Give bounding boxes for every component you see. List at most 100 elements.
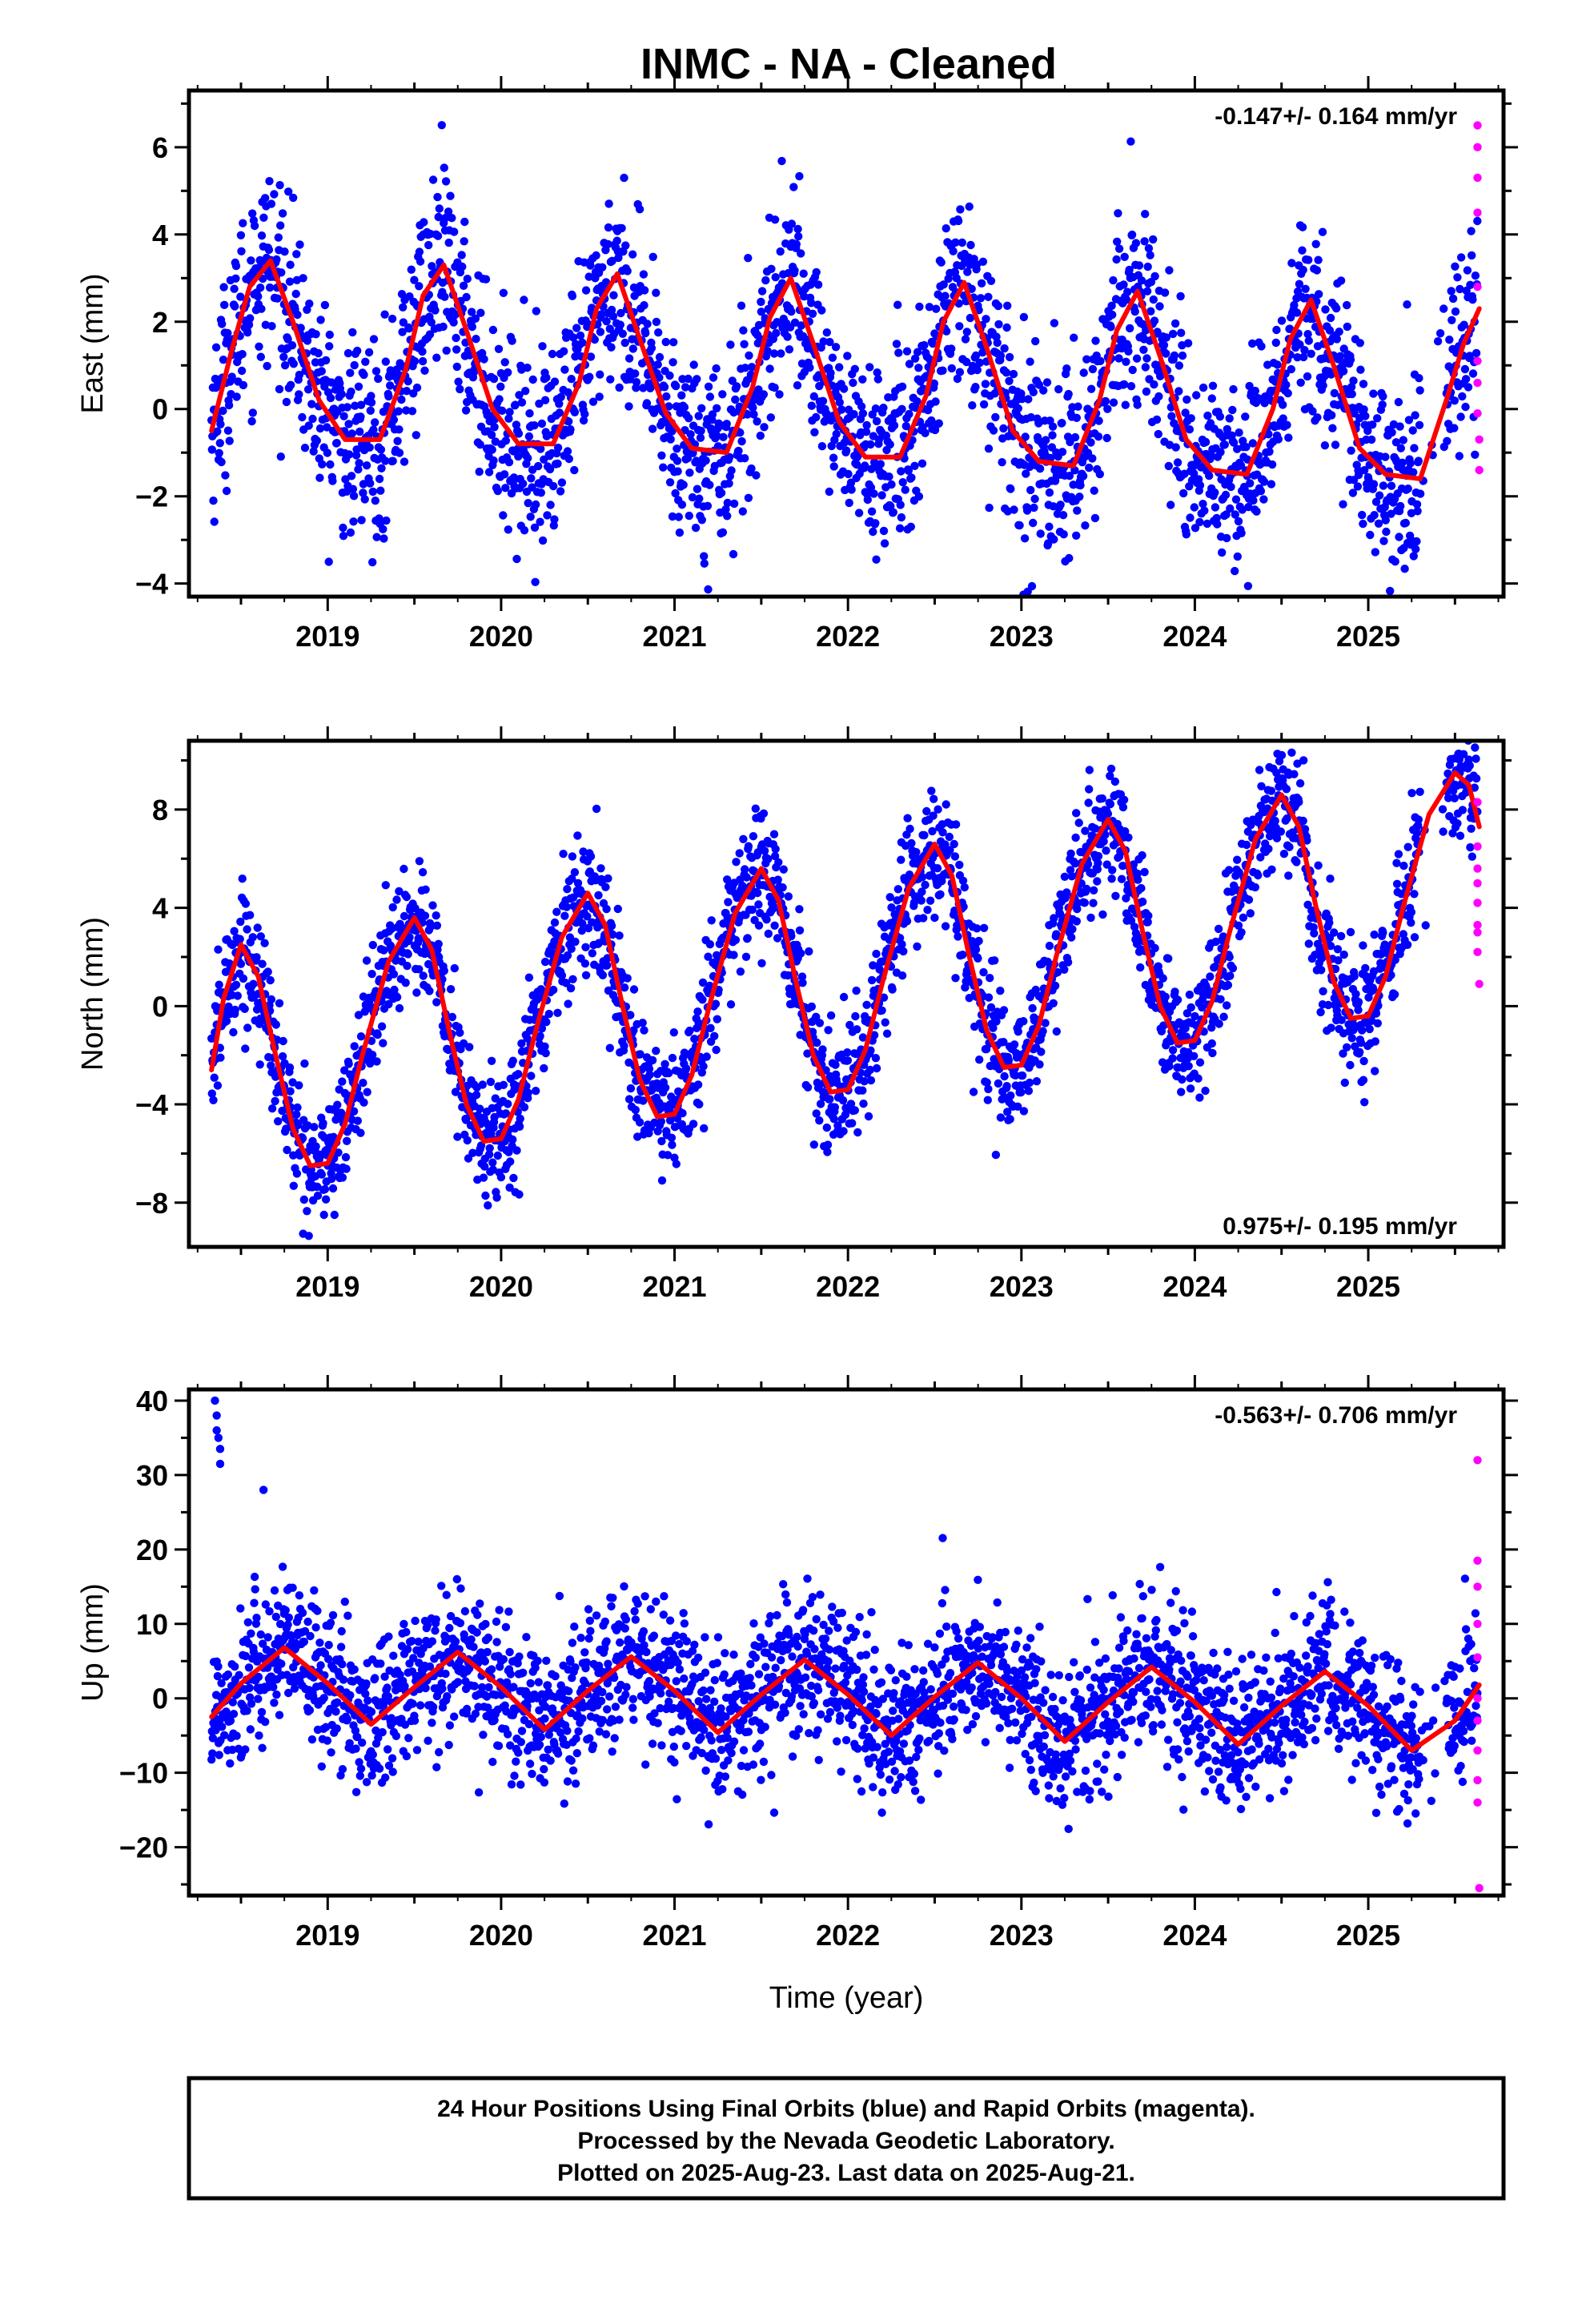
north-x-tick-label: 2019 bbox=[295, 1270, 359, 1303]
footer-line-2: Processed by the Nevada Geodetic Laborat… bbox=[577, 2128, 1114, 2154]
up-outlier-point bbox=[259, 1486, 268, 1494]
east-x-tick-label: 2019 bbox=[295, 620, 359, 653]
footer-frame bbox=[187, 2076, 1506, 2201]
north-rapid-point bbox=[1473, 947, 1482, 957]
up-outlier-point bbox=[215, 1459, 225, 1469]
east-panel: 2019 2020 2021 2022 2023 2024 2025 −4 −2 0 2 4 6 East… bbox=[76, 76, 1518, 653]
up-rapid-point bbox=[1473, 1653, 1482, 1662]
up-velocity-label: -0.563+/- 0.706 mm/yr bbox=[1215, 1402, 1457, 1429]
up-y-tick-label: −20 bbox=[119, 1831, 168, 1864]
north-final-orbit-points bbox=[207, 741, 1482, 1240]
up-outlier-point bbox=[212, 1425, 221, 1435]
east-rapid-point bbox=[1475, 465, 1484, 475]
up-rapid-point bbox=[1473, 1456, 1482, 1465]
north-y-axis-label: North (mm) bbox=[76, 917, 110, 1071]
east-rapid-point bbox=[1473, 121, 1482, 130]
up-x-tick-label: 2021 bbox=[642, 1919, 706, 1952]
east-rapid-point bbox=[1473, 208, 1482, 217]
footer-line-3: Plotted on 2025-Aug-23. Last data on 202… bbox=[557, 2160, 1135, 2186]
north-y-tick-label: −4 bbox=[135, 1088, 168, 1121]
east-y-tick-label: 2 bbox=[152, 306, 168, 339]
north-x-tick-label: 2020 bbox=[469, 1270, 533, 1303]
up-rapid-point bbox=[1473, 1582, 1482, 1591]
east-rapid-orbit-points bbox=[1473, 121, 1484, 475]
up-rapid-point bbox=[1473, 1619, 1482, 1628]
north-rapid-point bbox=[1473, 798, 1482, 806]
north-x-tick-label: 2025 bbox=[1336, 1270, 1400, 1303]
north-x-ticks bbox=[196, 726, 1500, 1261]
east-y-tick-label: −4 bbox=[135, 568, 168, 601]
east-y-tick-label: 0 bbox=[152, 393, 168, 426]
east-y-tick-label: 4 bbox=[152, 219, 168, 251]
up-x-tick-label: 2024 bbox=[1162, 1919, 1227, 1952]
up-y-tick-label: −10 bbox=[119, 1757, 168, 1790]
up-rapid-point bbox=[1473, 1746, 1482, 1755]
north-plot-frame bbox=[187, 738, 1506, 1249]
east-final-orbit-points bbox=[207, 121, 1482, 597]
east-x-tick-label: 2020 bbox=[469, 620, 533, 653]
up-rapid-point bbox=[1473, 1556, 1482, 1565]
up-y-tick-label: 20 bbox=[136, 1534, 168, 1566]
east-y-axis-label: East (mm) bbox=[76, 273, 110, 413]
north-y-ticks bbox=[175, 759, 1518, 1204]
up-outlier-point bbox=[215, 1445, 225, 1454]
up-y-axis-label: Up (mm) bbox=[76, 1583, 110, 1702]
east-rapid-point bbox=[1475, 435, 1484, 444]
north-y-tick-label: −8 bbox=[135, 1187, 168, 1220]
up-outlier-points bbox=[211, 1396, 268, 1494]
north-rapid-point bbox=[1475, 979, 1484, 988]
north-rapid-point bbox=[1473, 842, 1482, 851]
up-rapid-point bbox=[1473, 1694, 1482, 1703]
up-y-ticks bbox=[175, 1399, 1518, 1886]
footer-box: 24 Hour Positions Using Final Orbits (bl… bbox=[187, 2076, 1506, 2201]
east-rapid-point bbox=[1473, 143, 1482, 152]
north-y-tick-label: 8 bbox=[152, 794, 168, 826]
east-model-curve bbox=[209, 258, 1482, 481]
east-x-tick-label: 2025 bbox=[1336, 620, 1400, 653]
north-y-tick-label: 0 bbox=[152, 990, 168, 1023]
north-x-tick-label: 2021 bbox=[642, 1270, 706, 1303]
up-outlier-point bbox=[214, 1433, 223, 1442]
north-x-tick-label: 2022 bbox=[816, 1270, 880, 1303]
north-rapid-orbit-points bbox=[1473, 798, 1484, 988]
up-plot-frame bbox=[187, 1387, 1506, 1898]
north-x-tick-label: 2024 bbox=[1162, 1270, 1227, 1303]
east-x-tick-label: 2022 bbox=[816, 620, 880, 653]
up-y-tick-label: 30 bbox=[136, 1459, 168, 1492]
up-x-ticks bbox=[196, 1375, 1500, 1910]
north-rapid-point bbox=[1473, 879, 1482, 888]
up-x-axis-label: Time (year) bbox=[769, 1981, 924, 2015]
east-rapid-point bbox=[1473, 378, 1482, 388]
east-x-ticks bbox=[196, 76, 1500, 611]
up-y-tick-label: 40 bbox=[136, 1385, 168, 1417]
up-rapid-point bbox=[1473, 1716, 1482, 1725]
east-y-tick-label: −2 bbox=[135, 480, 168, 513]
up-outlier-point bbox=[211, 1396, 219, 1405]
up-rapid-point bbox=[1473, 1775, 1482, 1785]
north-rapid-point bbox=[1473, 920, 1482, 930]
north-rapid-point bbox=[1473, 864, 1482, 873]
up-panel: 2019 2020 2021 2022 2023 2024 2025 −20 −10 0 10 20 3… bbox=[76, 1375, 1518, 2015]
north-x-tick-label: 2023 bbox=[990, 1270, 1054, 1303]
east-rapid-point bbox=[1473, 408, 1482, 418]
up-y-tick-label: 0 bbox=[152, 1683, 168, 1715]
east-y-ticks bbox=[175, 102, 1518, 585]
east-plot-frame bbox=[187, 88, 1506, 599]
up-model-curve bbox=[209, 1645, 1482, 1753]
east-x-tick-label: 2021 bbox=[642, 620, 706, 653]
up-rapid-point bbox=[1475, 1884, 1484, 1892]
east-rapid-point bbox=[1473, 282, 1482, 292]
north-y-tick-label: 4 bbox=[152, 892, 168, 925]
up-rapid-orbit-points bbox=[1473, 1456, 1484, 1892]
north-rapid-point bbox=[1473, 928, 1482, 937]
footer-line-1: 24 Hour Positions Using Final Orbits (bl… bbox=[437, 2096, 1255, 2122]
east-x-tick-label: 2024 bbox=[1162, 620, 1227, 653]
up-rapid-point bbox=[1473, 1798, 1482, 1807]
up-x-tick-label: 2025 bbox=[1336, 1919, 1400, 1952]
east-velocity-label: -0.147+/- 0.164 mm/yr bbox=[1215, 103, 1457, 130]
east-y-tick-label: 6 bbox=[152, 131, 168, 164]
up-final-orbit-points bbox=[207, 1534, 1482, 1833]
north-velocity-label: 0.975+/- 0.195 mm/yr bbox=[1223, 1213, 1457, 1240]
east-rapid-point bbox=[1473, 356, 1482, 365]
